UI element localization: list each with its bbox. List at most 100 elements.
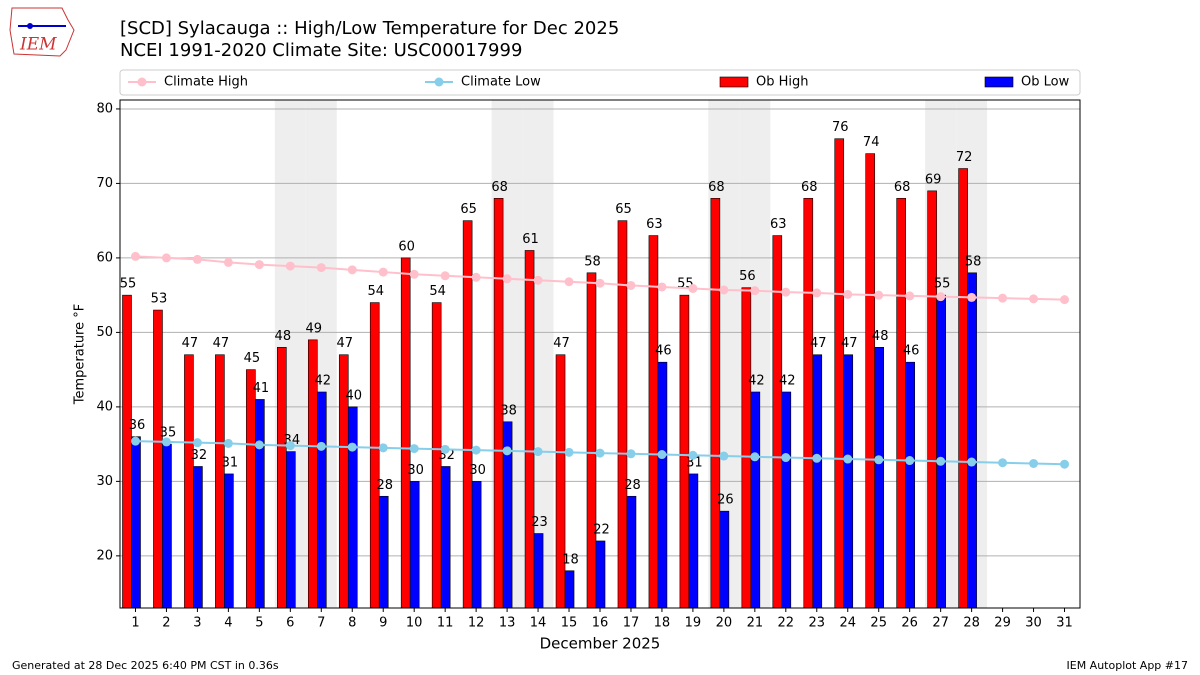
bar — [400, 257, 411, 609]
bar — [865, 153, 876, 609]
bar — [874, 346, 885, 609]
line-point — [378, 443, 388, 453]
x-tick-label: 3 — [193, 616, 201, 631]
line-point — [347, 265, 357, 275]
line-point — [657, 282, 667, 292]
bar-value-label: 58 — [584, 254, 601, 269]
bar — [471, 481, 482, 609]
line-point — [967, 292, 977, 302]
bar — [679, 294, 690, 609]
bar-value-label: 68 — [491, 180, 508, 195]
bar — [347, 406, 358, 609]
bar-value-label: 18 — [562, 552, 579, 567]
bar-value-label: 58 — [965, 254, 982, 269]
x-tick-label: 19 — [685, 616, 702, 631]
bar — [440, 466, 451, 609]
line-point — [1029, 294, 1039, 304]
bar — [750, 391, 761, 609]
bar — [626, 495, 637, 609]
bar — [316, 391, 327, 609]
line-point — [998, 458, 1008, 468]
line-point — [533, 447, 543, 457]
bar — [409, 481, 420, 609]
bar — [215, 354, 225, 609]
line-point — [874, 455, 884, 465]
bar — [246, 369, 256, 609]
line-point — [750, 286, 760, 296]
x-tick-label: 10 — [406, 616, 423, 631]
bar — [958, 168, 968, 609]
bar-value-label: 42 — [315, 373, 332, 388]
line-point — [223, 257, 233, 267]
bar-value-label: 49 — [306, 321, 323, 336]
bar-value-label: 28 — [376, 478, 393, 493]
x-tick-label: 29 — [994, 616, 1011, 631]
bar — [936, 294, 946, 609]
footer-right: IEM Autoplot App #17 — [1067, 659, 1189, 672]
x-tick-label: 8 — [348, 616, 356, 631]
x-tick-label: 14 — [530, 616, 547, 631]
bar-value-label: 31 — [222, 455, 239, 470]
chart-subtitle: NCEI 1991-2020 Climate Site: USC00017999 — [120, 40, 522, 61]
x-tick-label: 17 — [623, 616, 640, 631]
bar — [719, 510, 730, 609]
line-point — [471, 445, 481, 455]
line-point — [502, 446, 512, 456]
bar-value-label: 41 — [253, 381, 270, 396]
x-tick-label: 4 — [224, 616, 232, 631]
line-point — [750, 452, 760, 462]
legend-swatch — [137, 77, 147, 87]
bar-value-label: 68 — [708, 180, 725, 195]
bar-value-label: 36 — [129, 418, 146, 433]
bar — [162, 443, 172, 609]
bar-value-label: 35 — [160, 426, 177, 441]
bar — [369, 302, 380, 609]
line-point — [440, 271, 450, 281]
line-point — [688, 283, 698, 293]
y-tick-label: 80 — [96, 101, 113, 116]
bar-value-label: 47 — [336, 336, 353, 351]
line-point — [409, 269, 419, 279]
bar-value-label: 65 — [460, 202, 477, 217]
line-point — [378, 267, 388, 277]
x-tick-label: 16 — [592, 616, 609, 631]
bar — [595, 540, 606, 609]
bar — [378, 495, 389, 609]
bar-value-label: 60 — [398, 239, 415, 254]
x-tick-label: 27 — [932, 616, 949, 631]
bar-value-label: 38 — [500, 403, 517, 418]
bar — [896, 198, 906, 609]
bar — [905, 361, 915, 609]
bar-value-label: 76 — [832, 120, 849, 135]
bar-value-label: 61 — [522, 232, 539, 247]
bar-value-label: 30 — [469, 463, 486, 478]
bar-value-label: 32 — [191, 448, 208, 463]
bar — [122, 294, 132, 609]
bar — [781, 391, 792, 609]
y-axis-label: Temperature °F — [73, 304, 88, 405]
line-point — [936, 292, 946, 302]
line-point — [471, 272, 481, 282]
y-tick-label: 50 — [96, 325, 113, 340]
y-tick-label: 20 — [96, 548, 113, 563]
legend-label: Climate Low — [461, 75, 541, 90]
line-point — [657, 450, 667, 460]
x-tick-label: 11 — [437, 616, 454, 631]
line-point — [192, 254, 202, 264]
line-point — [719, 451, 729, 461]
bar-value-label: 47 — [553, 336, 570, 351]
line-point — [688, 450, 698, 460]
x-tick-label: 12 — [468, 616, 485, 631]
line-point — [440, 444, 450, 454]
bar — [834, 138, 845, 609]
x-tick-label: 20 — [716, 616, 733, 631]
footer-left: Generated at 28 Dec 2025 6:40 PM CST in … — [12, 659, 279, 672]
line-point — [409, 444, 419, 454]
bar — [224, 473, 234, 609]
x-tick-label: 1 — [131, 616, 139, 631]
bar — [617, 220, 628, 609]
bar-value-label: 47 — [182, 336, 199, 351]
line-point — [161, 437, 171, 447]
x-tick-label: 6 — [286, 616, 294, 631]
legend-label: Climate High — [164, 75, 248, 90]
